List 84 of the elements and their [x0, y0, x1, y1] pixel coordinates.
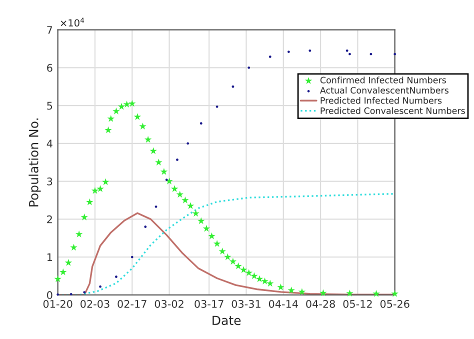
point [224, 253, 232, 260]
point [298, 288, 306, 295]
x-tick-label: 03-31 [232, 300, 260, 308]
point [130, 256, 134, 258]
point [346, 290, 354, 296]
point [75, 230, 83, 238]
point [346, 49, 348, 52]
y-axis-title: Population No. [28, 118, 41, 206]
point [288, 286, 295, 294]
legend-label: Predicted Infected Numbers [320, 97, 442, 104]
point [64, 258, 72, 266]
point [186, 202, 194, 210]
point [54, 275, 62, 282]
y-tick-label: 7 [47, 26, 52, 34]
point [192, 210, 200, 217]
x-tick-label: 04-14 [268, 300, 298, 308]
x-tick-label: 02-03 [80, 300, 110, 308]
point [155, 158, 162, 166]
x-tick-label: 03-17 [194, 300, 224, 308]
point [102, 178, 110, 186]
y-tick-label: 1 [47, 253, 52, 262]
point [182, 196, 189, 204]
point [166, 178, 173, 184]
point [277, 284, 284, 290]
point [232, 85, 234, 88]
point [96, 185, 104, 192]
point [266, 280, 274, 287]
point [213, 240, 221, 247]
text: ×10$^{4}$ [60, 18, 84, 27]
y-tick-label: 5 [47, 102, 52, 110]
point [261, 277, 268, 284]
point [123, 100, 130, 108]
point [198, 217, 205, 224]
point [60, 268, 67, 276]
x-tick-label: 01-20 [43, 300, 72, 308]
point [170, 185, 178, 192]
x-tick-label: 02-17 [118, 300, 146, 308]
point [70, 244, 78, 251]
point [394, 52, 396, 56]
x-tick-label: 05-12 [343, 300, 372, 308]
point [240, 266, 248, 274]
point [234, 262, 242, 270]
point [229, 258, 237, 265]
point [308, 49, 312, 52]
y-tick-label: 3 [47, 178, 52, 186]
y-tick-label: 0 [47, 291, 52, 300]
point [208, 232, 216, 240]
point [91, 186, 99, 194]
y-tick-label: 6 [47, 64, 52, 72]
point [391, 290, 398, 297]
point [144, 136, 152, 143]
x-tick-label: 05-26 [380, 300, 410, 308]
point [56, 293, 60, 296]
legend-label: Actual ConvalescentNumbers [320, 86, 448, 94]
point [250, 272, 258, 280]
point [245, 269, 253, 276]
point [320, 289, 327, 296]
y-tick-label: 4 [46, 140, 52, 148]
point [134, 113, 142, 120]
point [70, 292, 72, 296]
point [372, 290, 380, 297]
point [256, 275, 264, 282]
point [139, 122, 146, 130]
point [200, 122, 202, 125]
x-tick-label: 04-28 [306, 300, 335, 308]
point [107, 115, 115, 122]
point [118, 102, 126, 110]
point [150, 147, 157, 154]
legend-label: Predicted Convalescent Numbers [320, 107, 465, 114]
point [86, 198, 94, 206]
point [218, 248, 226, 254]
y-tick-label: 2 [47, 215, 52, 224]
legend-label: Confirmed Infected Numbers [320, 76, 446, 84]
point [112, 107, 120, 114]
x-axis-title: Date [212, 316, 241, 326]
point [128, 100, 136, 107]
point [186, 142, 190, 145]
point [80, 213, 88, 220]
point [160, 168, 168, 175]
point [165, 178, 168, 182]
point [202, 224, 210, 232]
x-tick-label: 03-02 [154, 300, 184, 308]
point [176, 190, 184, 198]
point [104, 126, 112, 134]
